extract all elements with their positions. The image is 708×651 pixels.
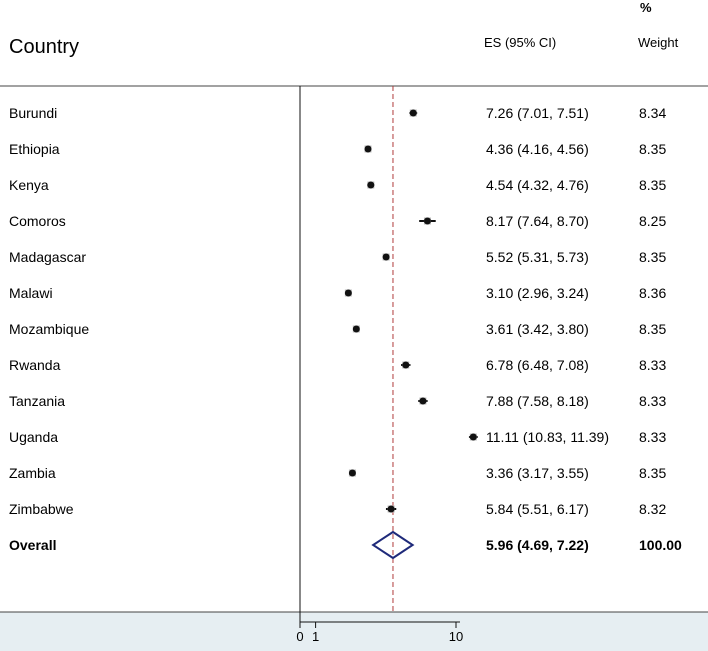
weight-value: 8.33 [639, 357, 666, 373]
country-label: Malawi [9, 285, 53, 301]
ci-text: 5.84 (5.51, 6.17) [486, 501, 589, 517]
country-label: Comoros [9, 213, 66, 229]
ci-text: 3.61 (3.42, 3.80) [486, 321, 589, 337]
weight-value: 8.35 [639, 465, 666, 481]
country-label: Madagascar [9, 249, 86, 265]
weight-value: 8.36 [639, 285, 666, 301]
point-estimate [469, 433, 477, 441]
overall-ci-text: 5.96 (4.69, 7.22) [486, 537, 589, 553]
ci-text: 7.88 (7.58, 8.18) [486, 393, 589, 409]
ci-text: 6.78 (6.48, 7.08) [486, 357, 589, 373]
x-tick-label: 10 [449, 629, 463, 644]
ci-text: 3.36 (3.17, 3.55) [486, 465, 589, 481]
ci-text: 11.11 (10.83, 11.39) [486, 429, 609, 445]
point-estimate [344, 289, 352, 297]
x-ticks-layer: 0 1 10 [296, 622, 463, 644]
weight-value: 8.33 [639, 393, 666, 409]
x-tick-label: 0 [296, 629, 303, 644]
point-estimate [387, 505, 395, 513]
rows-layer: Burundi 7.26 (7.01, 7.51) 8.34 Ethiopia 4.36… [9, 105, 682, 560]
weight-value: 8.33 [639, 429, 666, 445]
header-es: ES (95% CI) [484, 35, 556, 50]
country-label: Zimbabwe [9, 501, 74, 517]
header-weight: Weight [638, 35, 679, 50]
country-label: Ethiopia [9, 141, 60, 157]
weight-value: 8.35 [639, 177, 666, 193]
point-estimate [367, 181, 375, 189]
ci-text: 7.26 (7.01, 7.51) [486, 105, 589, 121]
ci-text: 4.54 (4.32, 4.76) [486, 177, 589, 193]
weight-value: 8.35 [639, 141, 666, 157]
weight-value: 8.35 [639, 321, 666, 337]
weight-value: 8.35 [639, 249, 666, 265]
header-weight-pct: % [640, 0, 652, 15]
ci-text: 8.17 (7.64, 8.70) [486, 213, 589, 229]
overall-diamond [371, 530, 415, 560]
point-estimate [402, 361, 410, 369]
country-label: Tanzania [9, 393, 65, 409]
country-label: Mozambique [9, 321, 89, 337]
weight-value: 8.25 [639, 213, 666, 229]
header-country: Country [9, 36, 79, 58]
country-label: Burundi [9, 105, 57, 121]
country-label: Uganda [9, 429, 58, 445]
country-label: Kenya [9, 177, 49, 193]
point-estimate [382, 253, 390, 261]
country-label: Rwanda [9, 357, 61, 373]
overall-weight: 100.00 [639, 537, 682, 553]
ci-text: 3.10 (2.96, 3.24) [486, 285, 589, 301]
point-estimate [348, 469, 356, 477]
weight-value: 8.32 [639, 501, 666, 517]
country-label: Zambia [9, 465, 56, 481]
overall-label: Overall [9, 537, 56, 553]
weight-value: 8.34 [639, 105, 666, 121]
point-estimate [419, 397, 427, 405]
point-estimate [352, 325, 360, 333]
point-estimate [364, 145, 372, 153]
point-estimate [409, 109, 417, 117]
ci-text: 4.36 (4.16, 4.56) [486, 141, 589, 157]
point-estimate [423, 217, 431, 225]
x-tick-label: 1 [312, 629, 319, 644]
axis-band [0, 612, 708, 651]
ci-text: 5.52 (5.31, 5.73) [486, 249, 589, 265]
